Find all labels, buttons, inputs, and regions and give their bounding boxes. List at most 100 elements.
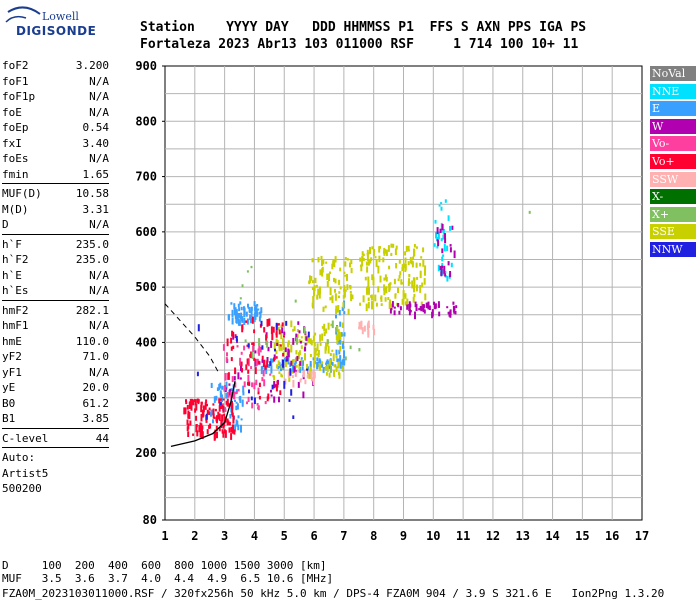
echo-mark xyxy=(238,307,241,312)
param-name: yF1 xyxy=(2,365,22,379)
echo-mark xyxy=(341,341,344,349)
echo-mark xyxy=(275,356,278,359)
echo-mark xyxy=(440,238,443,242)
echo-mark xyxy=(447,215,450,221)
echo-mark xyxy=(258,343,261,351)
echo-mark xyxy=(281,327,284,334)
echo-mark xyxy=(283,331,286,336)
echo-mark xyxy=(251,402,254,409)
echo-mark xyxy=(329,287,332,295)
echo-mark xyxy=(282,359,284,368)
echo-mark xyxy=(236,403,239,410)
echo-mark xyxy=(206,403,208,407)
echo-mark xyxy=(423,309,426,314)
echo-mark xyxy=(428,305,431,310)
param-value: 20.0 xyxy=(82,381,110,394)
echo-mark xyxy=(413,248,415,257)
echo-mark xyxy=(409,303,412,307)
echo-mark xyxy=(256,304,259,307)
y-tick-label: 900 xyxy=(135,59,157,73)
param-row: hmE 110.0 xyxy=(2,334,109,350)
echo-mark xyxy=(325,372,328,376)
echo-mark xyxy=(399,306,402,311)
echo-mark xyxy=(394,248,397,256)
echo-mark xyxy=(436,227,439,235)
echo-mark xyxy=(292,364,295,372)
echo-mark xyxy=(279,390,282,395)
echo-mark xyxy=(333,369,335,376)
param-name: B0 xyxy=(2,396,16,410)
echo-mark xyxy=(441,269,444,276)
echo-mark xyxy=(249,314,252,320)
echo-mark xyxy=(258,382,261,387)
echo-mark xyxy=(383,277,386,281)
echo-mark xyxy=(299,379,302,383)
x-tick-label: 6 xyxy=(310,529,317,543)
echo-mark xyxy=(388,282,391,291)
echo-mark xyxy=(414,301,417,308)
echo-mark xyxy=(234,424,237,432)
echo-mark xyxy=(332,260,335,266)
echo-mark xyxy=(427,301,430,310)
param-row: h`F 235.0 xyxy=(2,237,109,253)
echo-mark xyxy=(273,354,276,361)
echo-mark xyxy=(245,311,248,317)
echo-mark xyxy=(200,414,203,422)
echo-mark xyxy=(321,361,323,365)
echo-mark xyxy=(440,202,443,205)
echo-mark xyxy=(250,317,252,324)
echo-mark xyxy=(369,258,372,264)
x-tick-label: 16 xyxy=(605,529,619,543)
echo-mark xyxy=(367,297,370,301)
echo-mark xyxy=(277,323,280,326)
echo-mark xyxy=(419,270,422,279)
echo-mark xyxy=(250,366,253,369)
echo-mark xyxy=(215,395,218,401)
echo-mark xyxy=(338,291,341,294)
x-tick-label: 5 xyxy=(281,529,288,543)
echo-mark xyxy=(205,413,208,420)
polarization-legend: NoVal NNE E W Vo- Vo+ SSW X- X+ SSE NNW xyxy=(650,66,696,260)
echo-mark xyxy=(336,358,339,363)
echo-mark xyxy=(422,247,425,253)
echo-mark xyxy=(241,367,243,373)
echo-mark xyxy=(365,303,368,312)
echo-mark xyxy=(304,343,307,346)
echo-mark xyxy=(285,320,288,326)
echo-mark xyxy=(290,389,293,396)
param-row: h`F2 235.0 xyxy=(2,252,109,268)
echo-mark xyxy=(219,382,222,389)
echo-mark xyxy=(370,295,373,298)
echo-mark xyxy=(240,418,243,421)
x-tick-label: 9 xyxy=(400,529,407,543)
echo-mark xyxy=(304,346,307,351)
param-value: 3.40 xyxy=(82,136,110,150)
echo-mark xyxy=(412,256,415,260)
echo-mark xyxy=(371,274,374,281)
echo-mark xyxy=(378,255,381,263)
echo-mark xyxy=(420,256,423,259)
echo-mark xyxy=(253,314,256,319)
echo-mark xyxy=(361,259,364,267)
echo-mark xyxy=(316,294,319,300)
echo-mark xyxy=(214,408,217,412)
echo-mark xyxy=(250,396,253,401)
legend-item: SSE xyxy=(650,224,696,240)
echo-mark xyxy=(372,276,375,284)
echo-mark xyxy=(210,411,212,417)
param-name: foF1 xyxy=(2,74,29,88)
echo-mark xyxy=(342,295,345,299)
echo-mark xyxy=(247,396,250,402)
echo-mark xyxy=(436,239,439,242)
param-value: 0.54 xyxy=(82,121,110,134)
echo-mark xyxy=(264,365,267,370)
x-tick-label: 14 xyxy=(545,529,559,543)
profile-dashed-curve xyxy=(164,303,220,374)
echo-mark xyxy=(308,280,311,285)
echo-mark xyxy=(385,286,388,294)
echo-mark xyxy=(189,420,192,426)
echo-mark xyxy=(273,357,275,362)
param-row: h`E N/A xyxy=(2,268,109,284)
x-tick-label: 10 xyxy=(426,529,440,543)
param-name: hmF1 xyxy=(2,319,29,332)
